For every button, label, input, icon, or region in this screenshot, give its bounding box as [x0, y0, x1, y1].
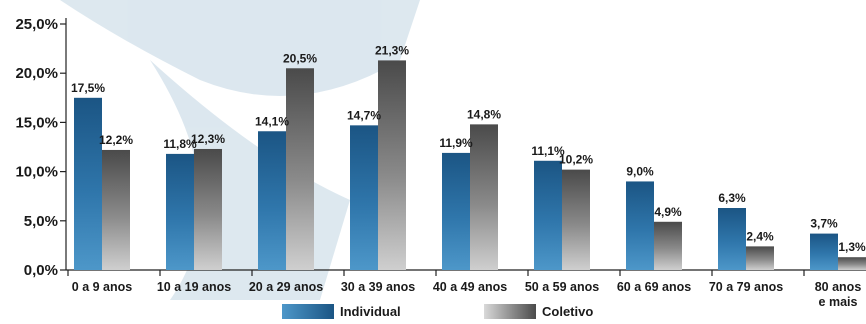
x-tick-label: 50 a 59 anos [525, 280, 599, 294]
x-tick-label-line: 50 a 59 anos [525, 280, 599, 294]
bars [74, 60, 866, 271]
x-tick-label: 10 a 19 anos [157, 280, 231, 294]
bar-individual [350, 125, 378, 271]
x-tick-label-line: 20 a 29 anos [249, 280, 323, 294]
x-tick-label-line: 40 a 49 anos [433, 280, 507, 294]
data-label: 20,5% [283, 51, 317, 65]
data-label: 11,9% [439, 136, 473, 150]
bar-coletivo [654, 221, 682, 270]
bar-coletivo [470, 124, 498, 270]
bar-individual [810, 233, 838, 270]
bar-individual [258, 131, 286, 270]
y-tick-labels: 0,0% 5,0% 10,0% 15,0% 20,0% 25,0% [15, 16, 58, 279]
x-tick-label-line: 0 a 9 anos [72, 280, 132, 294]
x-tick-label: 30 a 39 anos [341, 280, 415, 294]
bar-individual [718, 208, 746, 270]
x-tick-label-line: 30 a 39 anos [341, 280, 415, 294]
data-label: 6,3% [718, 191, 746, 205]
data-label: 14,1% [255, 114, 289, 128]
data-label: 14,7% [347, 108, 381, 122]
bar-coletivo [746, 246, 774, 270]
data-label: 17,5% [71, 81, 105, 95]
x-tick-label: 70 a 79 anos [709, 280, 783, 294]
bar-individual [166, 153, 194, 270]
legend-swatch-individual [282, 304, 334, 319]
x-tick-label-line: 70 a 79 anos [709, 280, 783, 294]
data-label: 11,8% [163, 137, 197, 151]
data-label: 1,3% [838, 240, 866, 254]
x-tick-label: 20 a 29 anos [249, 280, 323, 294]
x-tick-label-line: 10 a 19 anos [157, 280, 231, 294]
legend-label-individual: Individual [340, 304, 401, 319]
x-tick-label-line: 60 a 69 anos [617, 280, 691, 294]
data-label: 4,9% [654, 205, 682, 219]
y-tick-label: 15,0% [15, 114, 58, 131]
data-label: 12,3% [191, 132, 225, 146]
data-label: 21,3% [375, 43, 409, 57]
y-tick-label: 5,0% [24, 213, 58, 230]
x-tick-label: 40 a 49 anos [433, 280, 507, 294]
bar-individual [626, 181, 654, 270]
bar-individual [442, 152, 470, 270]
y-tick-label: 0,0% [24, 262, 58, 279]
data-label: 2,4% [746, 229, 774, 243]
x-tick-label-line: 80 anos [815, 280, 862, 294]
x-tick-label: 60 a 69 anos [617, 280, 691, 294]
legend: Individual Coletivo [282, 304, 593, 319]
data-label: 9,0% [626, 164, 654, 178]
data-label: 12,2% [99, 133, 133, 147]
legend-swatch-coletivo [484, 304, 536, 319]
bar-coletivo [562, 169, 590, 270]
y-tick-label: 20,0% [15, 65, 58, 82]
bar-coletivo [838, 257, 866, 270]
y-tick-label: 25,0% [15, 16, 58, 33]
x-tick-labels: 0 a 9 anos 10 a 19 anos 20 a 29 anos 30 a 3… [72, 280, 862, 309]
data-label: 11,1% [531, 144, 565, 158]
bar-coletivo [102, 149, 130, 270]
data-label: 3,7% [810, 217, 838, 231]
bar-coletivo [194, 148, 222, 270]
y-tick-label: 10,0% [15, 164, 58, 181]
bar-coletivo [286, 68, 314, 270]
bar-coletivo [378, 60, 406, 270]
data-labels: 17,5% 11,8% 14,1% 14,7% 11,9% 11,1% 9,0% 6,3% 3,… [71, 43, 866, 254]
data-label: 14,8% [467, 107, 501, 121]
x-tick-label: 80 anos e mais [815, 280, 862, 309]
legend-label-coletivo: Coletivo [542, 304, 593, 319]
bar-individual [74, 97, 102, 270]
bar-individual [534, 160, 562, 270]
data-label: 10,2% [559, 153, 593, 167]
x-tick-label-line: e mais [819, 295, 858, 309]
x-tick-label: 0 a 9 anos [72, 280, 132, 294]
